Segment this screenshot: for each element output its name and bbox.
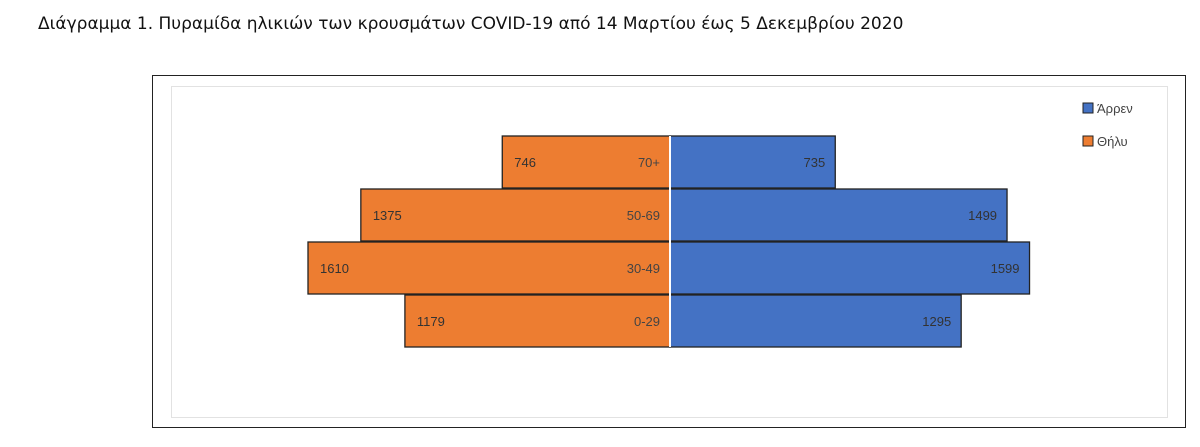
age-group-label-70-: 70+ — [638, 155, 660, 170]
bar-male-0-29 — [669, 294, 962, 348]
bar-male-30-49 — [669, 241, 1031, 295]
data-label-female-30-49: 1610 — [320, 261, 349, 276]
bar-male-70- — [669, 135, 836, 189]
age-group-label-0-29: 0-29 — [634, 314, 660, 329]
data-label-male-0-29: 1295 — [922, 314, 951, 329]
bar-male-50-69 — [669, 188, 1008, 242]
plot-area — [171, 86, 1168, 418]
data-label-female-50-69: 1375 — [373, 208, 402, 223]
chart-caption: Διάγραμμα 1. Πυραμίδα ηλικιών των κρουσμ… — [38, 14, 904, 34]
data-label-male-70-: 735 — [804, 155, 826, 170]
age-group-label-30-49: 30-49 — [627, 261, 660, 276]
age-group-label-50-69: 50-69 — [627, 208, 660, 223]
bar-female-0-29 — [404, 294, 671, 348]
data-label-female-0-29: 1179 — [417, 314, 445, 329]
bar-female-30-49 — [307, 241, 671, 295]
data-label-female-70-: 746 — [514, 155, 536, 170]
data-label-male-30-49: 1599 — [991, 261, 1020, 276]
legend-swatch-1 — [1082, 102, 1094, 114]
legend-swatch-2 — [1082, 135, 1094, 147]
bar-female-50-69 — [360, 188, 671, 242]
legend-label-2: Θήλυ — [1097, 134, 1128, 149]
data-label-male-50-69: 1499 — [968, 208, 997, 223]
bar-female-70- — [501, 135, 671, 189]
legend-label-1: Άρρεν — [1097, 101, 1133, 116]
